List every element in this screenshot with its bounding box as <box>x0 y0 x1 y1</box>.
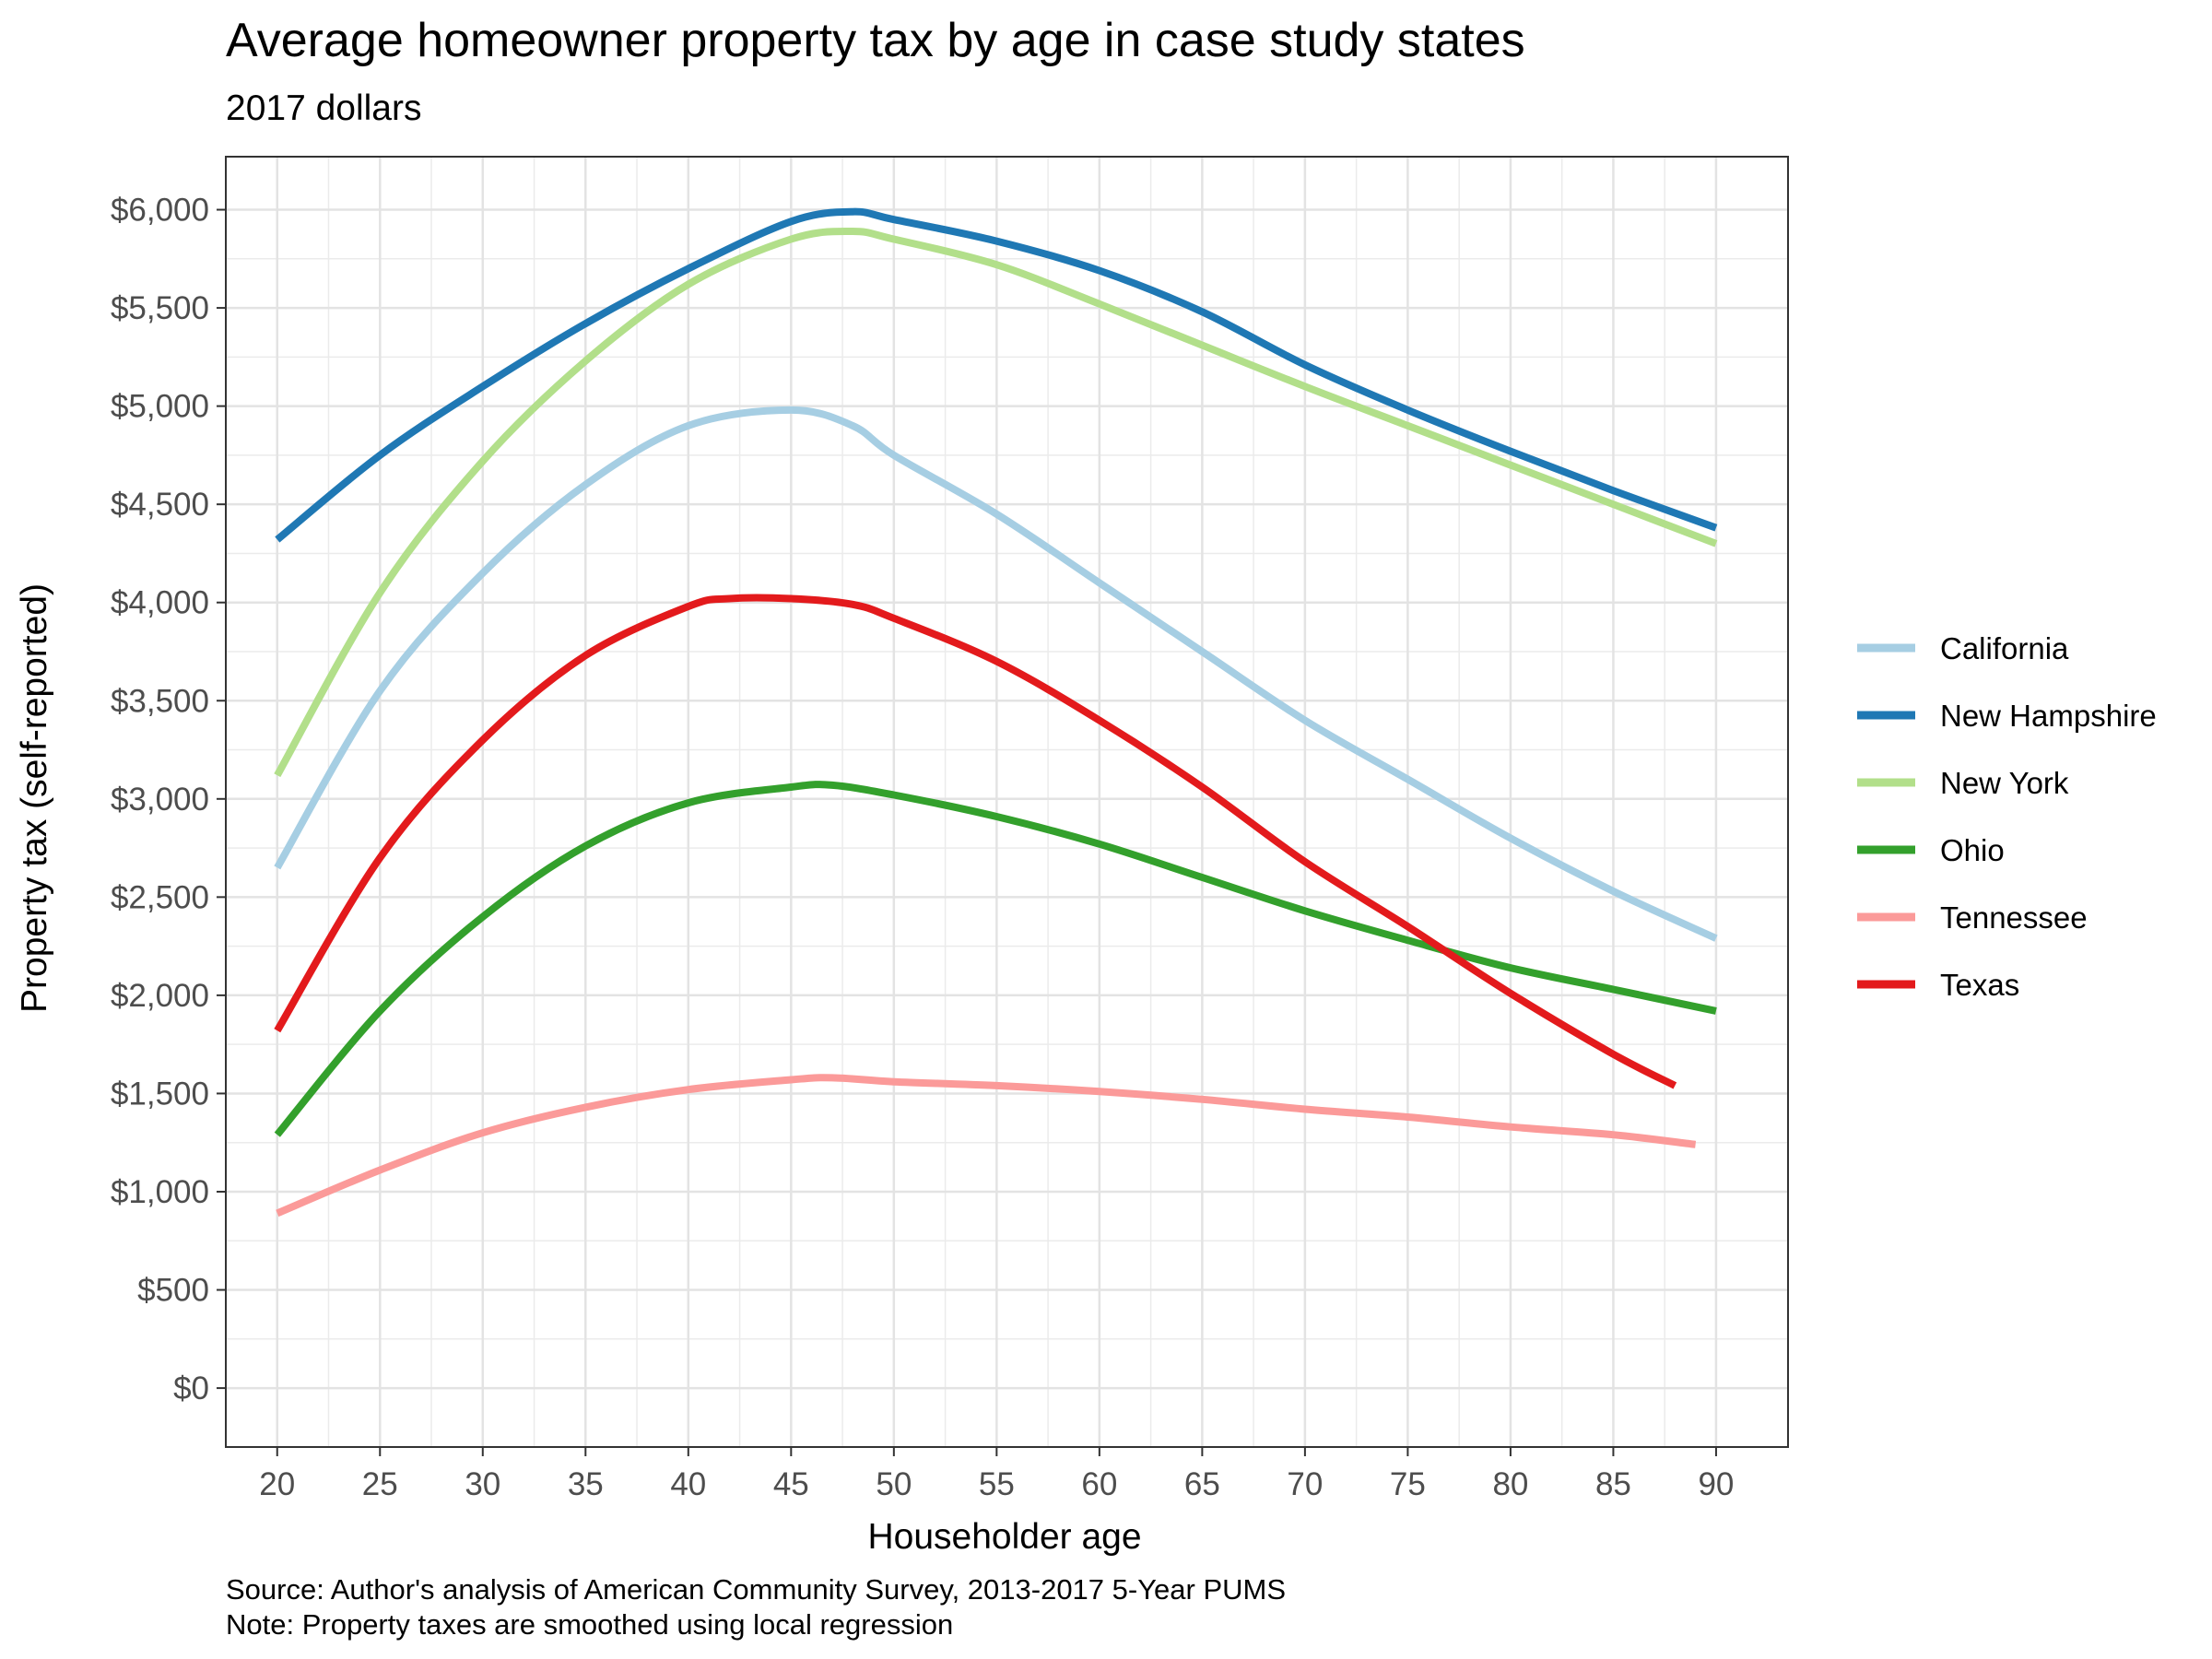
chart-title: Average homeowner property tax by age in… <box>226 14 1525 67</box>
series-line-new-york <box>274 227 1718 778</box>
series-line-california <box>274 406 1718 942</box>
legend-label-texas: Texas <box>1940 968 2019 1002</box>
y-tick-label: $5,500 <box>111 290 209 326</box>
y-tick-label: $1,500 <box>111 1076 209 1112</box>
legend-item-texas: Texas <box>1857 968 2019 1002</box>
legend-item-new-hampshire: New Hampshire <box>1857 699 2157 733</box>
legend-label-california: California <box>1940 631 2069 665</box>
series-line-tennessee <box>276 1074 1697 1218</box>
x-axis: 20 25 30 35 40 45 50 55 60 65 70 75 80 85 90 <box>259 1447 1734 1502</box>
y-tick-label: $0 <box>173 1371 209 1406</box>
y-tick-label: $4,000 <box>111 585 209 621</box>
series-line-texas <box>274 594 1677 1089</box>
legend-item-new-york: New York <box>1857 766 2069 800</box>
y-tick-label: $4,500 <box>111 487 209 523</box>
y-tick-label: $2,000 <box>111 978 209 1014</box>
legend-label-new-york: New York <box>1940 766 2069 800</box>
series-line-new-hampshire <box>275 207 1718 543</box>
legend-label-tennessee: Tennessee <box>1940 900 2088 935</box>
major-gridlines <box>226 157 1788 1447</box>
plot-border <box>225 156 1789 1448</box>
y-tick-label: $6,000 <box>111 193 209 229</box>
legend-item-ohio: Ohio <box>1857 833 2005 867</box>
series-line-ohio <box>274 781 1717 1137</box>
x-tick-label: 65 <box>1184 1466 1220 1502</box>
plot-area <box>226 157 1788 1447</box>
legend-label-new-hampshire: New Hampshire <box>1940 699 2157 733</box>
y-tick-label: $3,000 <box>111 782 209 818</box>
x-tick-label: 20 <box>259 1466 295 1502</box>
x-tick-label: 40 <box>670 1466 706 1502</box>
x-tick-label: 25 <box>362 1466 398 1502</box>
caption-note: Note: Property taxes are smoothed using … <box>226 1608 954 1641</box>
x-axis-title: Householder age <box>867 1517 1141 1557</box>
x-tick-label: 85 <box>1595 1466 1631 1502</box>
x-tick-label: 30 <box>465 1466 500 1502</box>
legend-label-ohio: Ohio <box>1940 833 2005 867</box>
x-tick-label: 70 <box>1287 1466 1323 1502</box>
x-tick-label: 80 <box>1492 1466 1528 1502</box>
y-tick-label: $1,000 <box>111 1174 209 1210</box>
y-tick-label: $3,500 <box>111 683 209 719</box>
x-tick-label: 55 <box>979 1466 1015 1502</box>
y-tick-label: $500 <box>137 1273 209 1309</box>
y-tick-label: $5,000 <box>111 389 209 425</box>
x-tick-label: 50 <box>876 1466 912 1502</box>
x-tick-label: 90 <box>1698 1466 1734 1502</box>
legend-item-california: California <box>1857 631 2069 665</box>
chart-subtitle: 2017 dollars <box>226 88 422 128</box>
x-tick-label: 45 <box>773 1466 809 1502</box>
legend: California New Hampshire New York Ohio Tenne… <box>1857 631 2157 1002</box>
legend-item-tennessee: Tennessee <box>1857 900 2088 935</box>
x-tick-label: 60 <box>1081 1466 1117 1502</box>
y-axis-title: Property tax (self-reported) <box>15 583 54 1013</box>
x-tick-label: 35 <box>568 1466 604 1502</box>
y-tick-label: $2,500 <box>111 879 209 915</box>
plot-background <box>226 157 1788 1447</box>
panel-border <box>225 156 1789 1448</box>
x-tick-label: 75 <box>1390 1466 1426 1502</box>
series-lines <box>274 207 1718 1218</box>
caption-source: Source: Author's analysis of American Co… <box>226 1573 1287 1606</box>
caption: Source: Author's analysis of American Co… <box>226 1572 1286 1642</box>
y-axis: $0 $500 $1,000 $1,500 $2,000 $2,500 $3,000 $3,5… <box>111 193 226 1406</box>
